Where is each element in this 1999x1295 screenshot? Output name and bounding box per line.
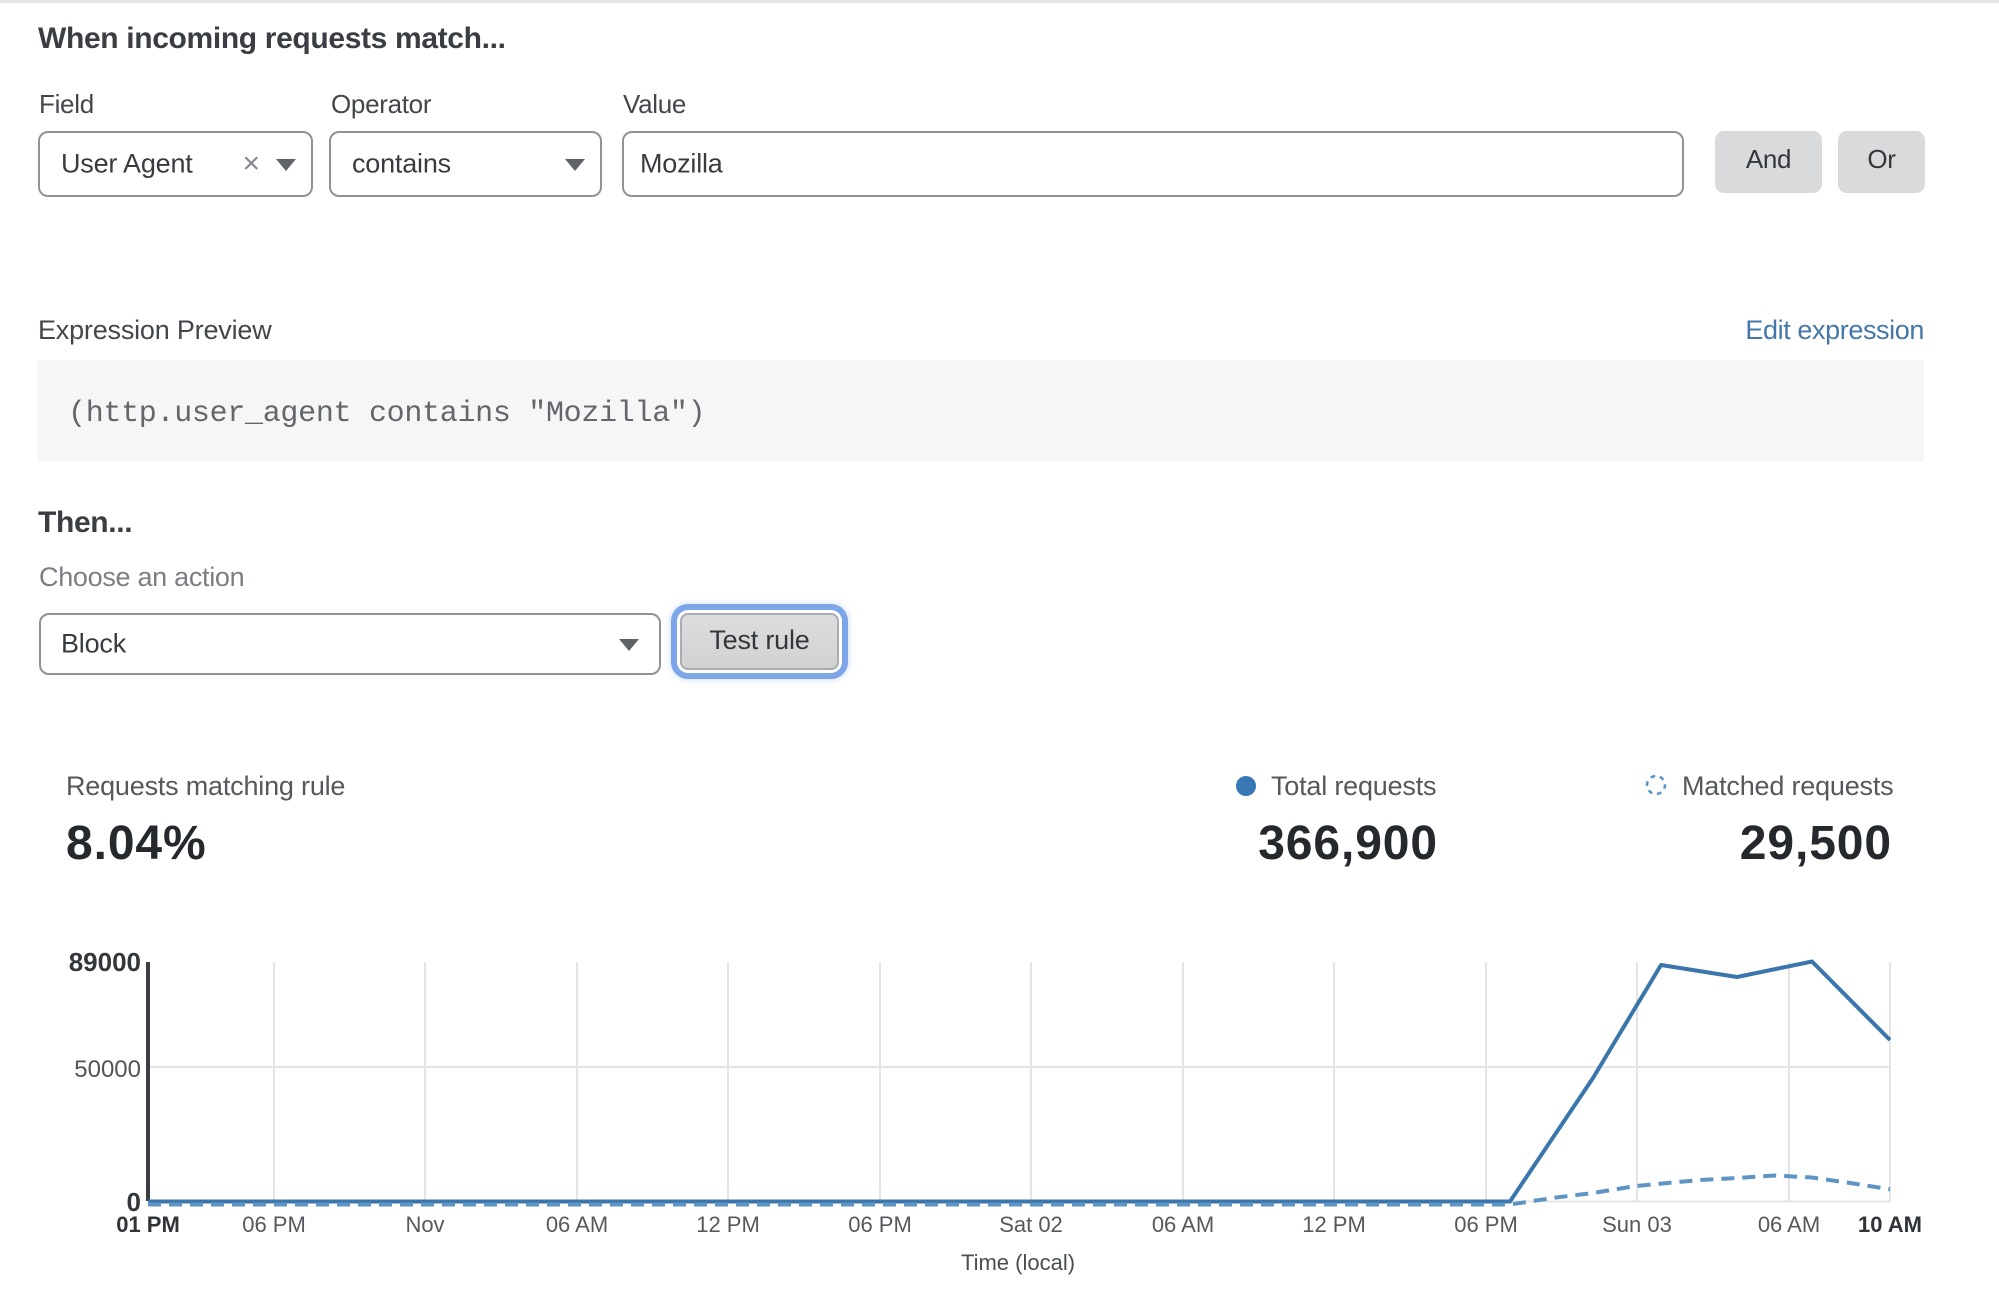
svg-text:06 AM: 06 AM	[546, 1212, 608, 1237]
svg-text:Nov: Nov	[405, 1212, 444, 1237]
svg-text:50000: 50000	[74, 1056, 141, 1083]
svg-text:Time (local): Time (local)	[961, 1250, 1075, 1275]
svg-text:06 PM: 06 PM	[848, 1212, 912, 1237]
svg-text:12 PM: 12 PM	[1302, 1212, 1366, 1237]
svg-text:01 PM: 01 PM	[116, 1212, 180, 1237]
svg-text:0: 0	[127, 1187, 141, 1217]
svg-text:10 AM: 10 AM	[1858, 1212, 1922, 1237]
svg-text:Sat 02: Sat 02	[999, 1212, 1063, 1237]
svg-text:Sun 03: Sun 03	[1602, 1212, 1672, 1237]
svg-text:06 PM: 06 PM	[242, 1212, 306, 1237]
svg-text:06 AM: 06 AM	[1152, 1212, 1214, 1237]
svg-text:06 AM: 06 AM	[1758, 1212, 1820, 1237]
svg-text:12 PM: 12 PM	[696, 1212, 760, 1237]
svg-text:89000: 89000	[69, 947, 141, 977]
svg-text:06 PM: 06 PM	[1454, 1212, 1518, 1237]
